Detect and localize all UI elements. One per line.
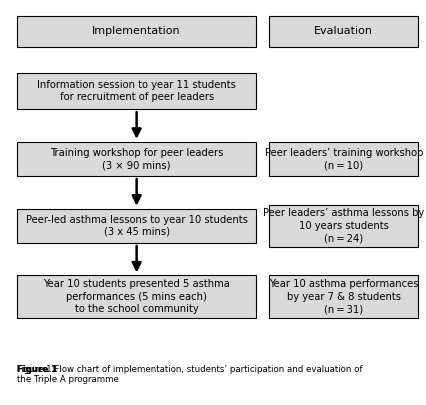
FancyBboxPatch shape — [268, 16, 417, 47]
Text: Figure 1: Figure 1 — [17, 364, 60, 373]
Text: Figure 1: Figure 1 — [17, 364, 60, 373]
Text: Peer leaders’ asthma lessons by
10 years students
(n = 24): Peer leaders’ asthma lessons by 10 years… — [262, 209, 423, 243]
Text: Implementation: Implementation — [92, 26, 181, 36]
FancyBboxPatch shape — [268, 275, 417, 318]
FancyBboxPatch shape — [268, 205, 417, 247]
Text: Peer-led asthma lessons to year 10 students
(3 x 45 mins): Peer-led asthma lessons to year 10 stude… — [26, 215, 247, 237]
Text: Peer leaders’ training workshop
(n = 10): Peer leaders’ training workshop (n = 10) — [264, 148, 422, 170]
FancyBboxPatch shape — [17, 142, 256, 176]
FancyBboxPatch shape — [268, 142, 417, 176]
Text: Evaluation: Evaluation — [314, 26, 372, 36]
FancyBboxPatch shape — [17, 275, 256, 318]
FancyBboxPatch shape — [17, 73, 256, 109]
Text: Year 10 students presented 5 asthma
performances (5 mins each)
to the school com: Year 10 students presented 5 asthma perf… — [43, 279, 230, 314]
FancyBboxPatch shape — [17, 209, 256, 243]
FancyBboxPatch shape — [17, 16, 256, 47]
Text: Figure 1 Flow chart of implementation, students’ participation and evaluation of: Figure 1 Flow chart of implementation, s… — [17, 364, 362, 384]
Text: Year 10 asthma performances
by year 7 & 8 students
(n = 31): Year 10 asthma performances by year 7 & … — [268, 279, 417, 314]
Text: Training workshop for peer leaders
(3 × 90 mins): Training workshop for peer leaders (3 × … — [50, 148, 223, 170]
Text: Information session to year 11 students
for recruitment of peer leaders: Information session to year 11 students … — [37, 80, 236, 102]
